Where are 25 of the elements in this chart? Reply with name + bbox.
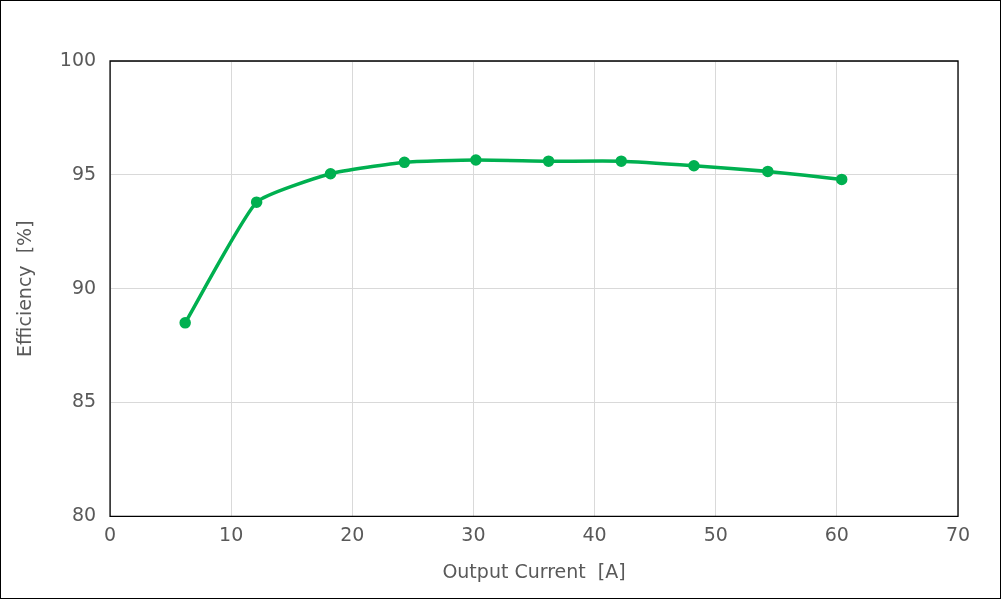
point (470, 154, 482, 166)
y-tick-label: 80 (71, 503, 97, 526)
x-axis-title: Output Current [A] (442, 559, 626, 582)
point (179, 317, 191, 329)
x-tick-label: 10 (219, 522, 244, 545)
x-tick-label: 50 (703, 522, 728, 545)
x-tick-label: 30 (461, 522, 486, 545)
x-tick-label: 60 (824, 522, 849, 545)
point (835, 173, 848, 186)
y-axis-title: Efficiency [%] (13, 220, 36, 357)
y-tick-label: 95 (71, 161, 97, 184)
point (398, 156, 411, 169)
point (615, 155, 627, 167)
x-tick-label: 20 (340, 522, 365, 545)
x-tick-label: 40 (582, 522, 607, 545)
point (324, 167, 337, 180)
y-tick-label: 90 (71, 275, 97, 298)
x-tick-label: 0 (104, 522, 117, 545)
point (688, 159, 700, 172)
y-tick-label: 85 (71, 389, 97, 412)
point (762, 165, 774, 178)
y-tick-label: 100 (59, 47, 97, 70)
x-tick-label: 70 (945, 522, 971, 545)
point (542, 155, 555, 167)
point (250, 196, 263, 208)
